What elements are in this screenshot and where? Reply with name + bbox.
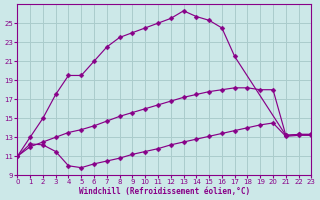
X-axis label: Windchill (Refroidissement éolien,°C): Windchill (Refroidissement éolien,°C) bbox=[79, 187, 250, 196]
